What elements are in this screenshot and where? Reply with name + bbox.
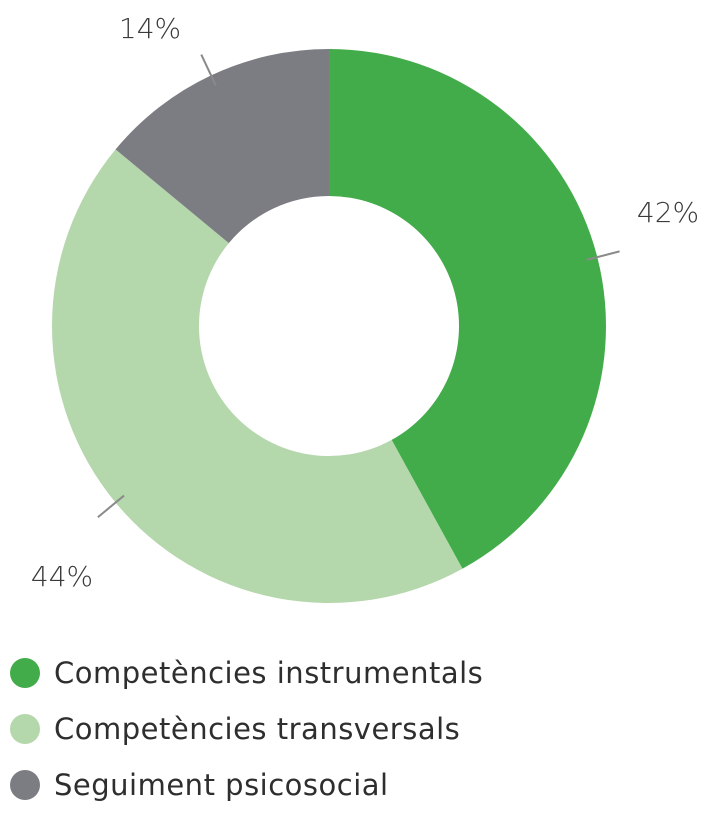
legend-label: Competències transversals: [54, 712, 461, 746]
donut-slice-1: [329, 49, 606, 569]
donut-chart: 42% 44% 14%: [31, 12, 699, 604]
legend-label: Seguiment psicosocial: [54, 768, 389, 802]
leader-line-2: [97, 494, 125, 518]
legend-item-competencies-transversals: Competències transversals: [10, 701, 483, 757]
percentage-label-3: 14%: [119, 12, 181, 45]
legend: Competències instrumentals Competències …: [10, 645, 483, 813]
leader-line-1: [586, 250, 620, 261]
donut-slice-3: [115, 49, 329, 244]
percentage-label-1: 42%: [637, 196, 699, 229]
legend-swatch-dark-green: [10, 658, 40, 688]
donut-slices: [51, 49, 606, 604]
leader-lines: [97, 54, 620, 518]
legend-swatch-light-green: [10, 714, 40, 744]
legend-item-competencies-instrumentals: Competències instrumentals: [10, 645, 483, 701]
legend-item-seguiment-psicosocial: Seguiment psicosocial: [10, 757, 483, 813]
percentage-labels: 42% 44% 14%: [31, 12, 699, 593]
leader-line-3: [200, 54, 217, 86]
donut-slice-2: [51, 149, 463, 604]
percentage-label-2: 44%: [31, 560, 93, 593]
legend-swatch-gray: [10, 770, 40, 800]
legend-label: Competències instrumentals: [54, 656, 484, 690]
